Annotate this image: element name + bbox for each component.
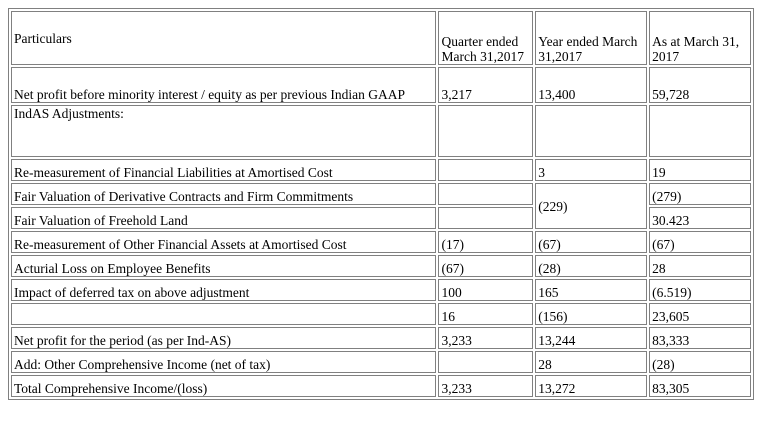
cell-year-merged: (229) xyxy=(535,183,648,229)
row-label: Total Comprehensive Income/(loss) xyxy=(11,375,437,397)
table-row: Net profit before minority interest / eq… xyxy=(11,67,751,103)
cell-as-at: (6.519) xyxy=(649,279,751,301)
cell-as-at: 83,333 xyxy=(649,327,751,349)
cell-quarter: 100 xyxy=(438,279,534,301)
row-label: Net profit before minority interest / eq… xyxy=(11,67,437,103)
cell-as-at: (279) xyxy=(649,183,751,205)
row-label: Net profit for the period (as per Ind-AS… xyxy=(11,327,437,349)
table-row: Re-measurement of Other Financial Assets… xyxy=(11,231,751,253)
cell-as-at: 59,728 xyxy=(649,67,751,103)
table-row: Fair Valuation of Freehold Land 30.423 xyxy=(11,207,751,229)
cell-as-at: (28) xyxy=(649,351,751,373)
table-row: Impact of deferred tax on above adjustme… xyxy=(11,279,751,301)
row-label xyxy=(11,303,437,325)
cell-year: 13,400 xyxy=(535,67,648,103)
table-row: Add: Other Comprehensive Income (net of … xyxy=(11,351,751,373)
row-label: Add: Other Comprehensive Income (net of … xyxy=(11,351,437,373)
cell-year: 3 xyxy=(535,159,648,181)
cell-as-at: 83,305 xyxy=(649,375,751,397)
cell-quarter: 16 xyxy=(438,303,534,325)
header-year: Year ended March 31,2017 xyxy=(535,11,648,65)
cell-as-at: 23,605 xyxy=(649,303,751,325)
cell-quarter xyxy=(438,159,534,181)
table-row: Re-measurement of Financial Liabilities … xyxy=(11,159,751,181)
cell-as-at: 19 xyxy=(649,159,751,181)
row-label: Acturial Loss on Employee Benefits xyxy=(11,255,437,277)
cell-quarter xyxy=(438,105,534,157)
header-particulars: Particulars xyxy=(11,11,437,65)
cell-as-at: 30.423 xyxy=(649,207,751,229)
cell-as-at xyxy=(649,105,751,157)
cell-quarter xyxy=(438,207,534,229)
cell-year: (28) xyxy=(535,255,648,277)
adjustments-heading: IndAS Adjustments: xyxy=(11,105,437,157)
cell-year: (67) xyxy=(535,231,648,253)
table-row: IndAS Adjustments: xyxy=(11,105,751,157)
cell-quarter xyxy=(438,351,534,373)
table-row: Net profit for the period (as per Ind-AS… xyxy=(11,327,751,349)
cell-year xyxy=(535,105,648,157)
header-quarter: Quarter ended March 31,2017 xyxy=(438,11,534,65)
table-row: 16 (156) 23,605 xyxy=(11,303,751,325)
cell-as-at: 28 xyxy=(649,255,751,277)
row-label: Re-measurement of Financial Liabilities … xyxy=(11,159,437,181)
cell-year: (156) xyxy=(535,303,648,325)
cell-quarter: (17) xyxy=(438,231,534,253)
table-row: Total Comprehensive Income/(loss) 3,233 … xyxy=(11,375,751,397)
row-label: Impact of deferred tax on above adjustme… xyxy=(11,279,437,301)
table-row: Acturial Loss on Employee Benefits (67) … xyxy=(11,255,751,277)
cell-quarter xyxy=(438,183,534,205)
header-as-at: As at March 31, 2017 xyxy=(649,11,751,65)
cell-quarter: 3,233 xyxy=(438,375,534,397)
cell-as-at: (67) xyxy=(649,231,751,253)
row-label: Re-measurement of Other Financial Assets… xyxy=(11,231,437,253)
cell-year: 13,244 xyxy=(535,327,648,349)
cell-quarter: 3,233 xyxy=(438,327,534,349)
cell-year: 28 xyxy=(535,351,648,373)
cell-year: 13,272 xyxy=(535,375,648,397)
header-row: Particulars Quarter ended March 31,2017 … xyxy=(11,11,751,65)
cell-year: 165 xyxy=(535,279,648,301)
row-label: Fair Valuation of Freehold Land xyxy=(11,207,437,229)
table-row: Fair Valuation of Derivative Contracts a… xyxy=(11,183,751,229)
cell-quarter: (67) xyxy=(438,255,534,277)
row-label: Fair Valuation of Derivative Contracts a… xyxy=(11,183,437,205)
cell-quarter: 3,217 xyxy=(438,67,534,103)
reconciliation-table: Particulars Quarter ended March 31,2017 … xyxy=(8,8,754,400)
